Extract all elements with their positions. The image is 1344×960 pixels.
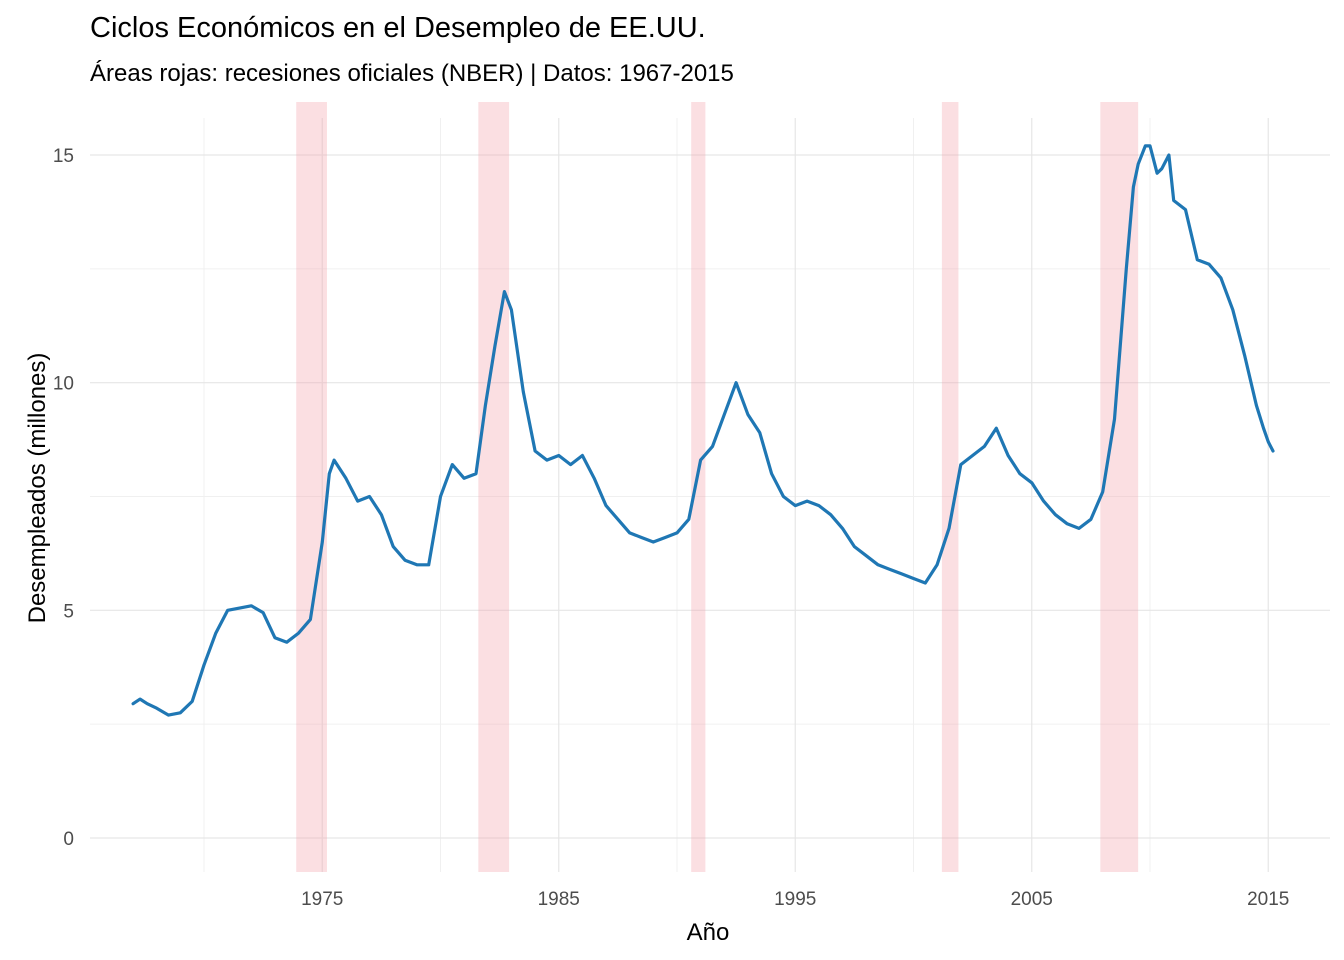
y-tick-label: 0: [63, 829, 74, 850]
recession-bands: [296, 102, 1139, 872]
chart-title: Ciclos Económicos en el Desempleo de EE.…: [90, 12, 706, 44]
x-axis-title: Año: [687, 919, 730, 946]
unemployment-line: [131, 144, 1275, 717]
x-tick-label: 2005: [1011, 889, 1053, 910]
x-tick-label: 1985: [538, 889, 580, 910]
y-tick-label: 5: [63, 601, 74, 622]
x-tick-label: 2015: [1247, 889, 1289, 910]
grid-minor: [90, 118, 1330, 872]
y-axis-title: Desempleados (millones): [24, 353, 51, 624]
series-layer: [131, 144, 1275, 717]
recession-band: [941, 102, 959, 872]
recession-band: [1100, 102, 1139, 872]
y-tick-labels: 0 5 10 15: [53, 146, 74, 850]
x-tick-label: 1995: [774, 889, 816, 910]
y-tick-label: 15: [53, 146, 74, 167]
recession-band: [296, 102, 327, 872]
x-tick-labels: 1975 1985 1995 2005 2015: [301, 889, 1289, 910]
recession-band: [478, 102, 510, 872]
y-tick-label: 10: [53, 374, 74, 395]
recession-band: [691, 102, 706, 872]
x-tick-label: 1975: [301, 889, 343, 910]
grid-major: [90, 118, 1330, 872]
chart-subtitle: Áreas rojas: recesiones oficiales (NBER)…: [90, 60, 734, 87]
